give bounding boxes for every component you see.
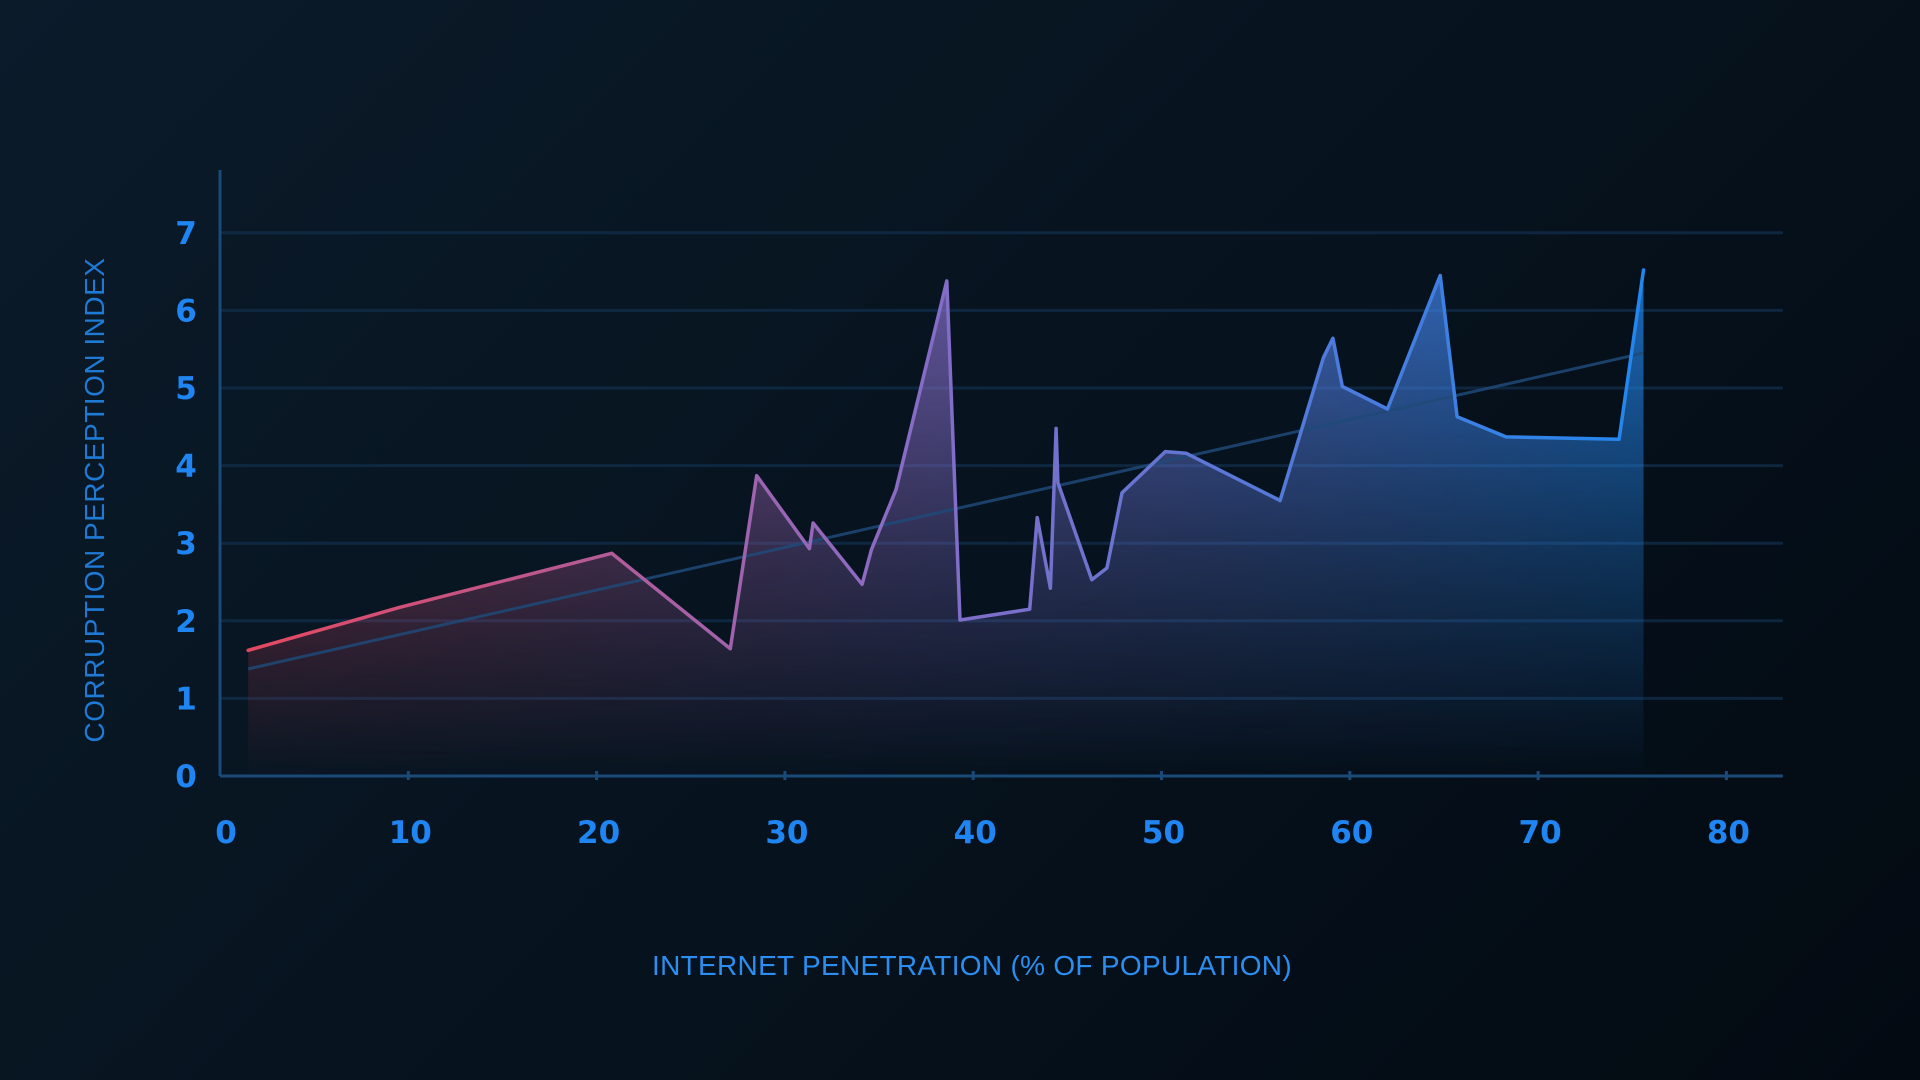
x-tick-label: 50: [1142, 815, 1185, 851]
series-line: [246, 268, 1646, 653]
x-tick-label: 60: [1330, 815, 1373, 851]
x-tick-label: 70: [1519, 815, 1562, 851]
y-tick-label: 5: [175, 371, 197, 407]
trend-line: [247, 351, 1644, 671]
y-axis-label: CORRUPTION PERCEPTION INDEX: [79, 258, 110, 743]
area-layer: [248, 270, 1644, 776]
x-tick-label: 10: [389, 815, 432, 851]
x-tick-label: 20: [577, 815, 620, 851]
axes: [218, 170, 1783, 780]
x-tick-labels: 0 10 20 30 40 50 60 70 80: [215, 815, 1750, 851]
y-tick-label: 0: [175, 759, 197, 795]
x-tick-label: 80: [1707, 815, 1750, 851]
area-fill: [248, 270, 1644, 776]
y-tick-label: 6: [175, 293, 197, 329]
y-tick-label: 3: [175, 526, 197, 562]
x-tick-label: 0: [215, 815, 237, 851]
line-layer: [246, 268, 1646, 653]
x-tick-label: 30: [765, 815, 808, 851]
y-tick-label: 2: [175, 604, 197, 640]
x-tick-label: 40: [954, 815, 997, 851]
x-axis-label: INTERNET PENETRATION (% OF POPULATION): [652, 950, 1292, 981]
y-tick-label: 7: [175, 216, 197, 252]
trend-layer: [247, 351, 1644, 671]
y-tick-label: 1: [175, 681, 197, 717]
y-tick-label: 4: [175, 449, 197, 485]
y-tick-labels: 0 1 2 3 4 5 6 7: [175, 216, 197, 795]
